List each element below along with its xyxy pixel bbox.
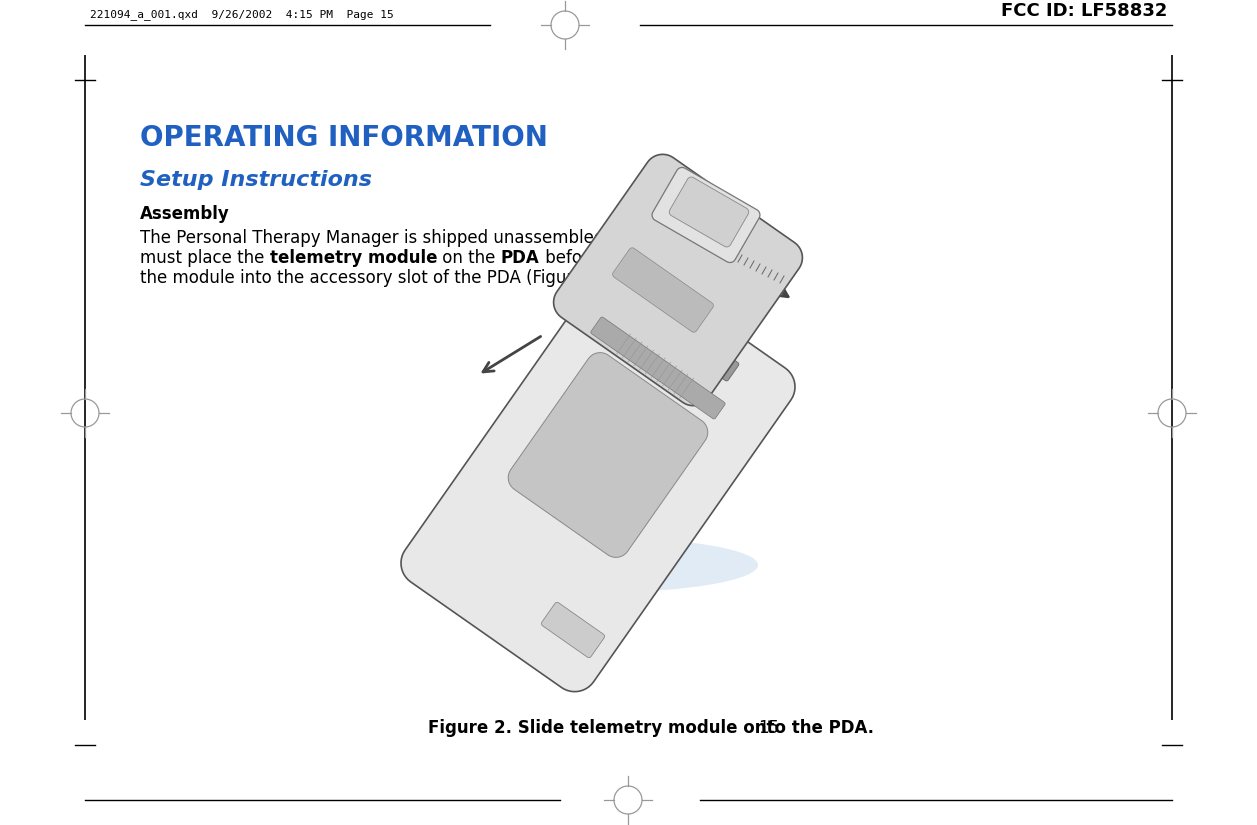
Text: 15: 15 <box>758 719 779 737</box>
Text: must place the: must place the <box>140 249 269 267</box>
Polygon shape <box>401 258 794 691</box>
Polygon shape <box>553 154 802 406</box>
Text: 221094_a_001.qxd  9/26/2002  4:15 PM  Page 15: 221094_a_001.qxd 9/26/2002 4:15 PM Page … <box>91 9 393 20</box>
Text: FCC ID: LF58832: FCC ID: LF58832 <box>1001 2 1166 20</box>
Text: before use. Slide: before use. Slide <box>539 249 684 267</box>
Text: Setup Instructions: Setup Instructions <box>140 170 372 190</box>
Polygon shape <box>508 352 708 558</box>
Polygon shape <box>652 167 760 262</box>
Text: telemetry module: telemetry module <box>269 249 437 267</box>
Polygon shape <box>542 602 605 658</box>
Text: the module into the accessory slot of the PDA (Figure 2).: the module into the accessory slot of th… <box>140 269 611 287</box>
Text: OPERATING INFORMATION: OPERATING INFORMATION <box>140 124 548 152</box>
Text: on the: on the <box>437 249 500 267</box>
Ellipse shape <box>437 538 758 592</box>
Text: Figure 2. Slide telemetry module onto the PDA.: Figure 2. Slide telemetry module onto th… <box>427 719 874 737</box>
Text: Assembly: Assembly <box>140 205 230 223</box>
Polygon shape <box>669 177 749 247</box>
Polygon shape <box>591 317 725 419</box>
Polygon shape <box>577 259 739 381</box>
Text: The Personal Therapy Manager is shipped unassembled. You: The Personal Therapy Manager is shipped … <box>140 229 644 247</box>
Text: PDA: PDA <box>500 249 539 267</box>
Polygon shape <box>612 248 714 332</box>
